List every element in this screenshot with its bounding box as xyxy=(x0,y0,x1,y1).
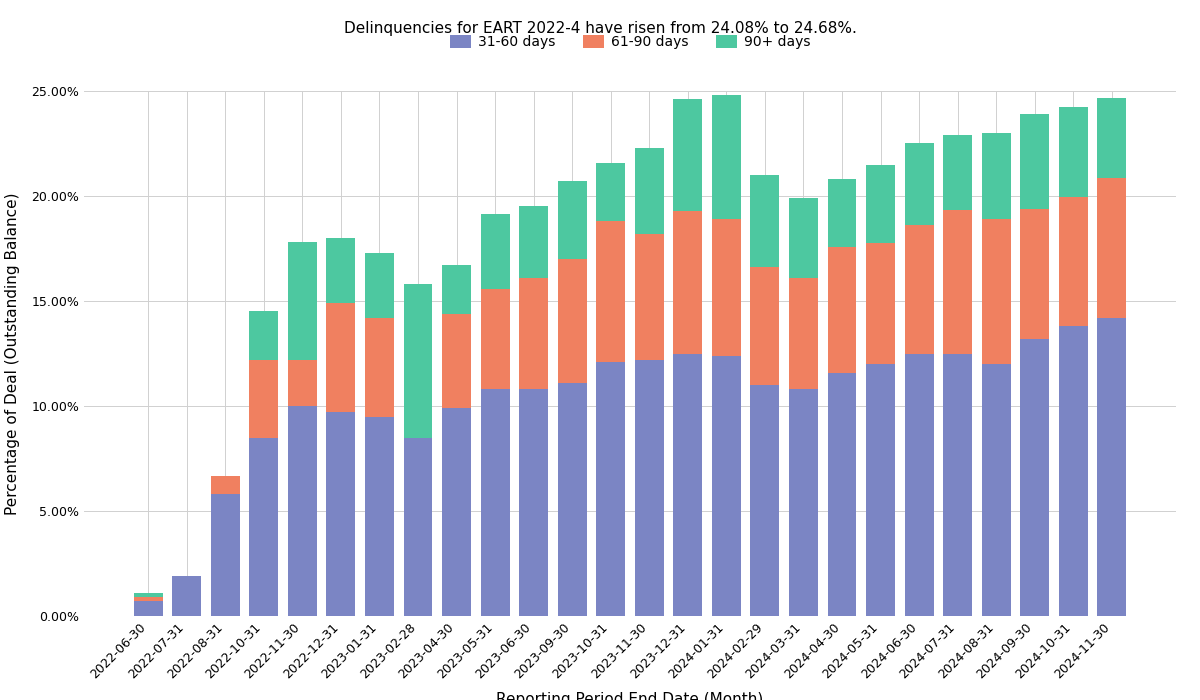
Bar xyxy=(596,221,625,362)
Bar xyxy=(211,494,240,616)
Bar xyxy=(481,214,510,289)
Bar xyxy=(481,289,510,389)
Bar xyxy=(750,267,779,385)
Bar xyxy=(673,99,702,211)
Legend: 31-60 days, 61-90 days, 90+ days: 31-60 days, 61-90 days, 90+ days xyxy=(444,29,816,55)
Bar xyxy=(790,198,818,278)
Text: Delinquencies for EART 2022-4 have risen from 24.08% to 24.68%.: Delinquencies for EART 2022-4 have risen… xyxy=(343,21,857,36)
Bar xyxy=(520,278,548,389)
Bar xyxy=(750,175,779,267)
Bar xyxy=(326,303,355,412)
Bar xyxy=(211,476,240,494)
Bar xyxy=(905,144,934,225)
Bar xyxy=(1098,178,1127,318)
Bar xyxy=(828,179,857,248)
Bar xyxy=(712,356,740,616)
Bar xyxy=(673,211,702,354)
Bar xyxy=(635,360,664,616)
Bar xyxy=(288,242,317,360)
Bar xyxy=(982,133,1010,219)
Bar xyxy=(943,135,972,210)
Bar xyxy=(635,234,664,360)
Bar xyxy=(442,408,470,616)
Bar xyxy=(481,389,510,616)
Bar xyxy=(750,385,779,616)
Bar xyxy=(982,364,1010,616)
Bar xyxy=(250,312,278,360)
Bar xyxy=(596,362,625,616)
Bar xyxy=(558,181,587,259)
Bar xyxy=(905,354,934,616)
Bar xyxy=(250,360,278,438)
Bar xyxy=(1058,106,1088,197)
Bar xyxy=(1020,114,1049,209)
Bar xyxy=(866,164,895,244)
X-axis label: Reporting Period End Date (Month): Reporting Period End Date (Month) xyxy=(497,692,763,700)
Bar xyxy=(403,438,432,616)
Bar xyxy=(1058,326,1088,616)
Bar xyxy=(1098,318,1127,616)
Bar xyxy=(1058,197,1088,326)
Bar xyxy=(982,219,1010,364)
Bar xyxy=(520,206,548,278)
Bar xyxy=(790,278,818,389)
Bar xyxy=(326,412,355,616)
Bar xyxy=(288,360,317,406)
Bar xyxy=(172,576,202,616)
Bar xyxy=(133,597,162,601)
Bar xyxy=(905,225,934,354)
Bar xyxy=(442,314,470,408)
Bar xyxy=(1020,339,1049,616)
Bar xyxy=(403,284,432,438)
Bar xyxy=(520,389,548,616)
Bar xyxy=(250,438,278,616)
Bar xyxy=(712,219,740,356)
Bar xyxy=(288,406,317,616)
Bar xyxy=(712,95,740,219)
Bar xyxy=(673,354,702,616)
Bar xyxy=(828,247,857,374)
Bar xyxy=(1020,209,1049,339)
Bar xyxy=(326,238,355,303)
Bar xyxy=(442,265,470,314)
Y-axis label: Percentage of Deal (Outstanding Balance): Percentage of Deal (Outstanding Balance) xyxy=(5,193,20,514)
Bar xyxy=(365,318,394,416)
Bar xyxy=(790,389,818,616)
Bar xyxy=(365,416,394,616)
Bar xyxy=(866,244,895,364)
Bar xyxy=(558,259,587,383)
Bar xyxy=(133,593,162,597)
Bar xyxy=(1098,98,1127,178)
Bar xyxy=(828,374,857,616)
Bar xyxy=(596,164,625,221)
Bar xyxy=(365,253,394,318)
Bar xyxy=(635,148,664,234)
Bar xyxy=(943,354,972,616)
Bar xyxy=(866,364,895,616)
Bar xyxy=(133,601,162,616)
Bar xyxy=(558,383,587,616)
Bar xyxy=(943,210,972,354)
